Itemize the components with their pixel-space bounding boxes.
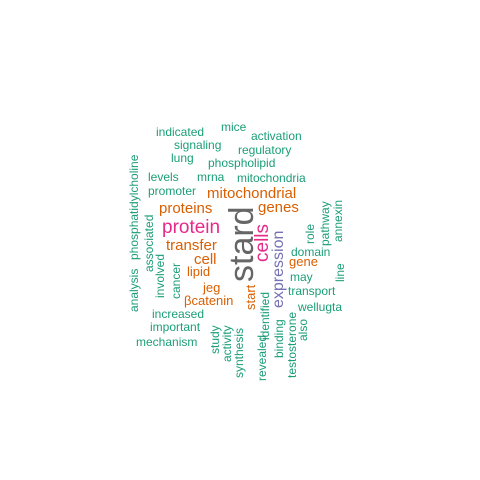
word-activation: activation — [251, 129, 302, 143]
word-activity: activity — [220, 325, 234, 362]
word-binding: binding — [272, 319, 286, 358]
word-important: important — [150, 320, 201, 334]
word-involved: involved — [153, 254, 167, 298]
word-indicated: indicated — [156, 125, 204, 139]
word-mitochondrial: mitochondrial — [207, 185, 296, 202]
word-proteins: proteins — [159, 200, 212, 217]
word-study: study — [208, 325, 222, 354]
word-expression: expression — [270, 231, 287, 308]
word-protein: protein — [162, 217, 220, 238]
word-cells: cells — [252, 224, 273, 262]
word-role: role — [303, 224, 317, 244]
word-transport: transport — [288, 284, 336, 298]
word-genes: genes — [258, 199, 299, 216]
word-mitochondria: mitochondria — [237, 171, 306, 185]
word-cell: cell — [194, 251, 217, 268]
word-phosphatidylcholine: phosphatidylcholine — [127, 154, 141, 260]
word-promoter: promoter — [148, 184, 196, 198]
word-levels: levels — [148, 170, 179, 184]
word-stard: stard — [223, 206, 261, 282]
word-cancer: cancer — [169, 263, 183, 299]
word-start: start — [243, 284, 258, 310]
word-lipid: lipid — [187, 264, 210, 279]
word-line: line — [333, 263, 347, 282]
word-analysis: analysis — [127, 269, 141, 312]
word-wellugta: wellugta — [297, 300, 342, 314]
word-phospholipid: phospholipid — [208, 156, 275, 170]
word-lung: lung — [171, 151, 194, 165]
word-pathway: pathway — [318, 201, 332, 246]
word-increased: increased — [152, 307, 204, 321]
word-testosterone: testosterone — [285, 312, 299, 378]
word-jeg: jeg — [202, 280, 220, 295]
word-synthesis: synthesis — [232, 328, 246, 378]
word-may: may — [290, 270, 313, 284]
word-regulatory: regulatory — [238, 143, 291, 157]
word-mechanism: mechanism — [136, 335, 197, 349]
word-domain: domain — [291, 245, 330, 259]
word-mice: mice — [221, 120, 247, 134]
word-associated: associated — [142, 215, 156, 272]
word-revealed: revealed — [255, 335, 269, 381]
word-annexin: annexin — [331, 200, 345, 242]
word-transfer: transfer — [166, 237, 217, 254]
word-also: also — [296, 319, 310, 341]
word-mrna: mrna — [197, 170, 225, 184]
word-gene: gene — [289, 254, 318, 269]
word-identified: identified — [258, 292, 272, 340]
word-signaling: signaling — [174, 138, 221, 152]
word--catenin: βcatenin — [184, 293, 233, 308]
